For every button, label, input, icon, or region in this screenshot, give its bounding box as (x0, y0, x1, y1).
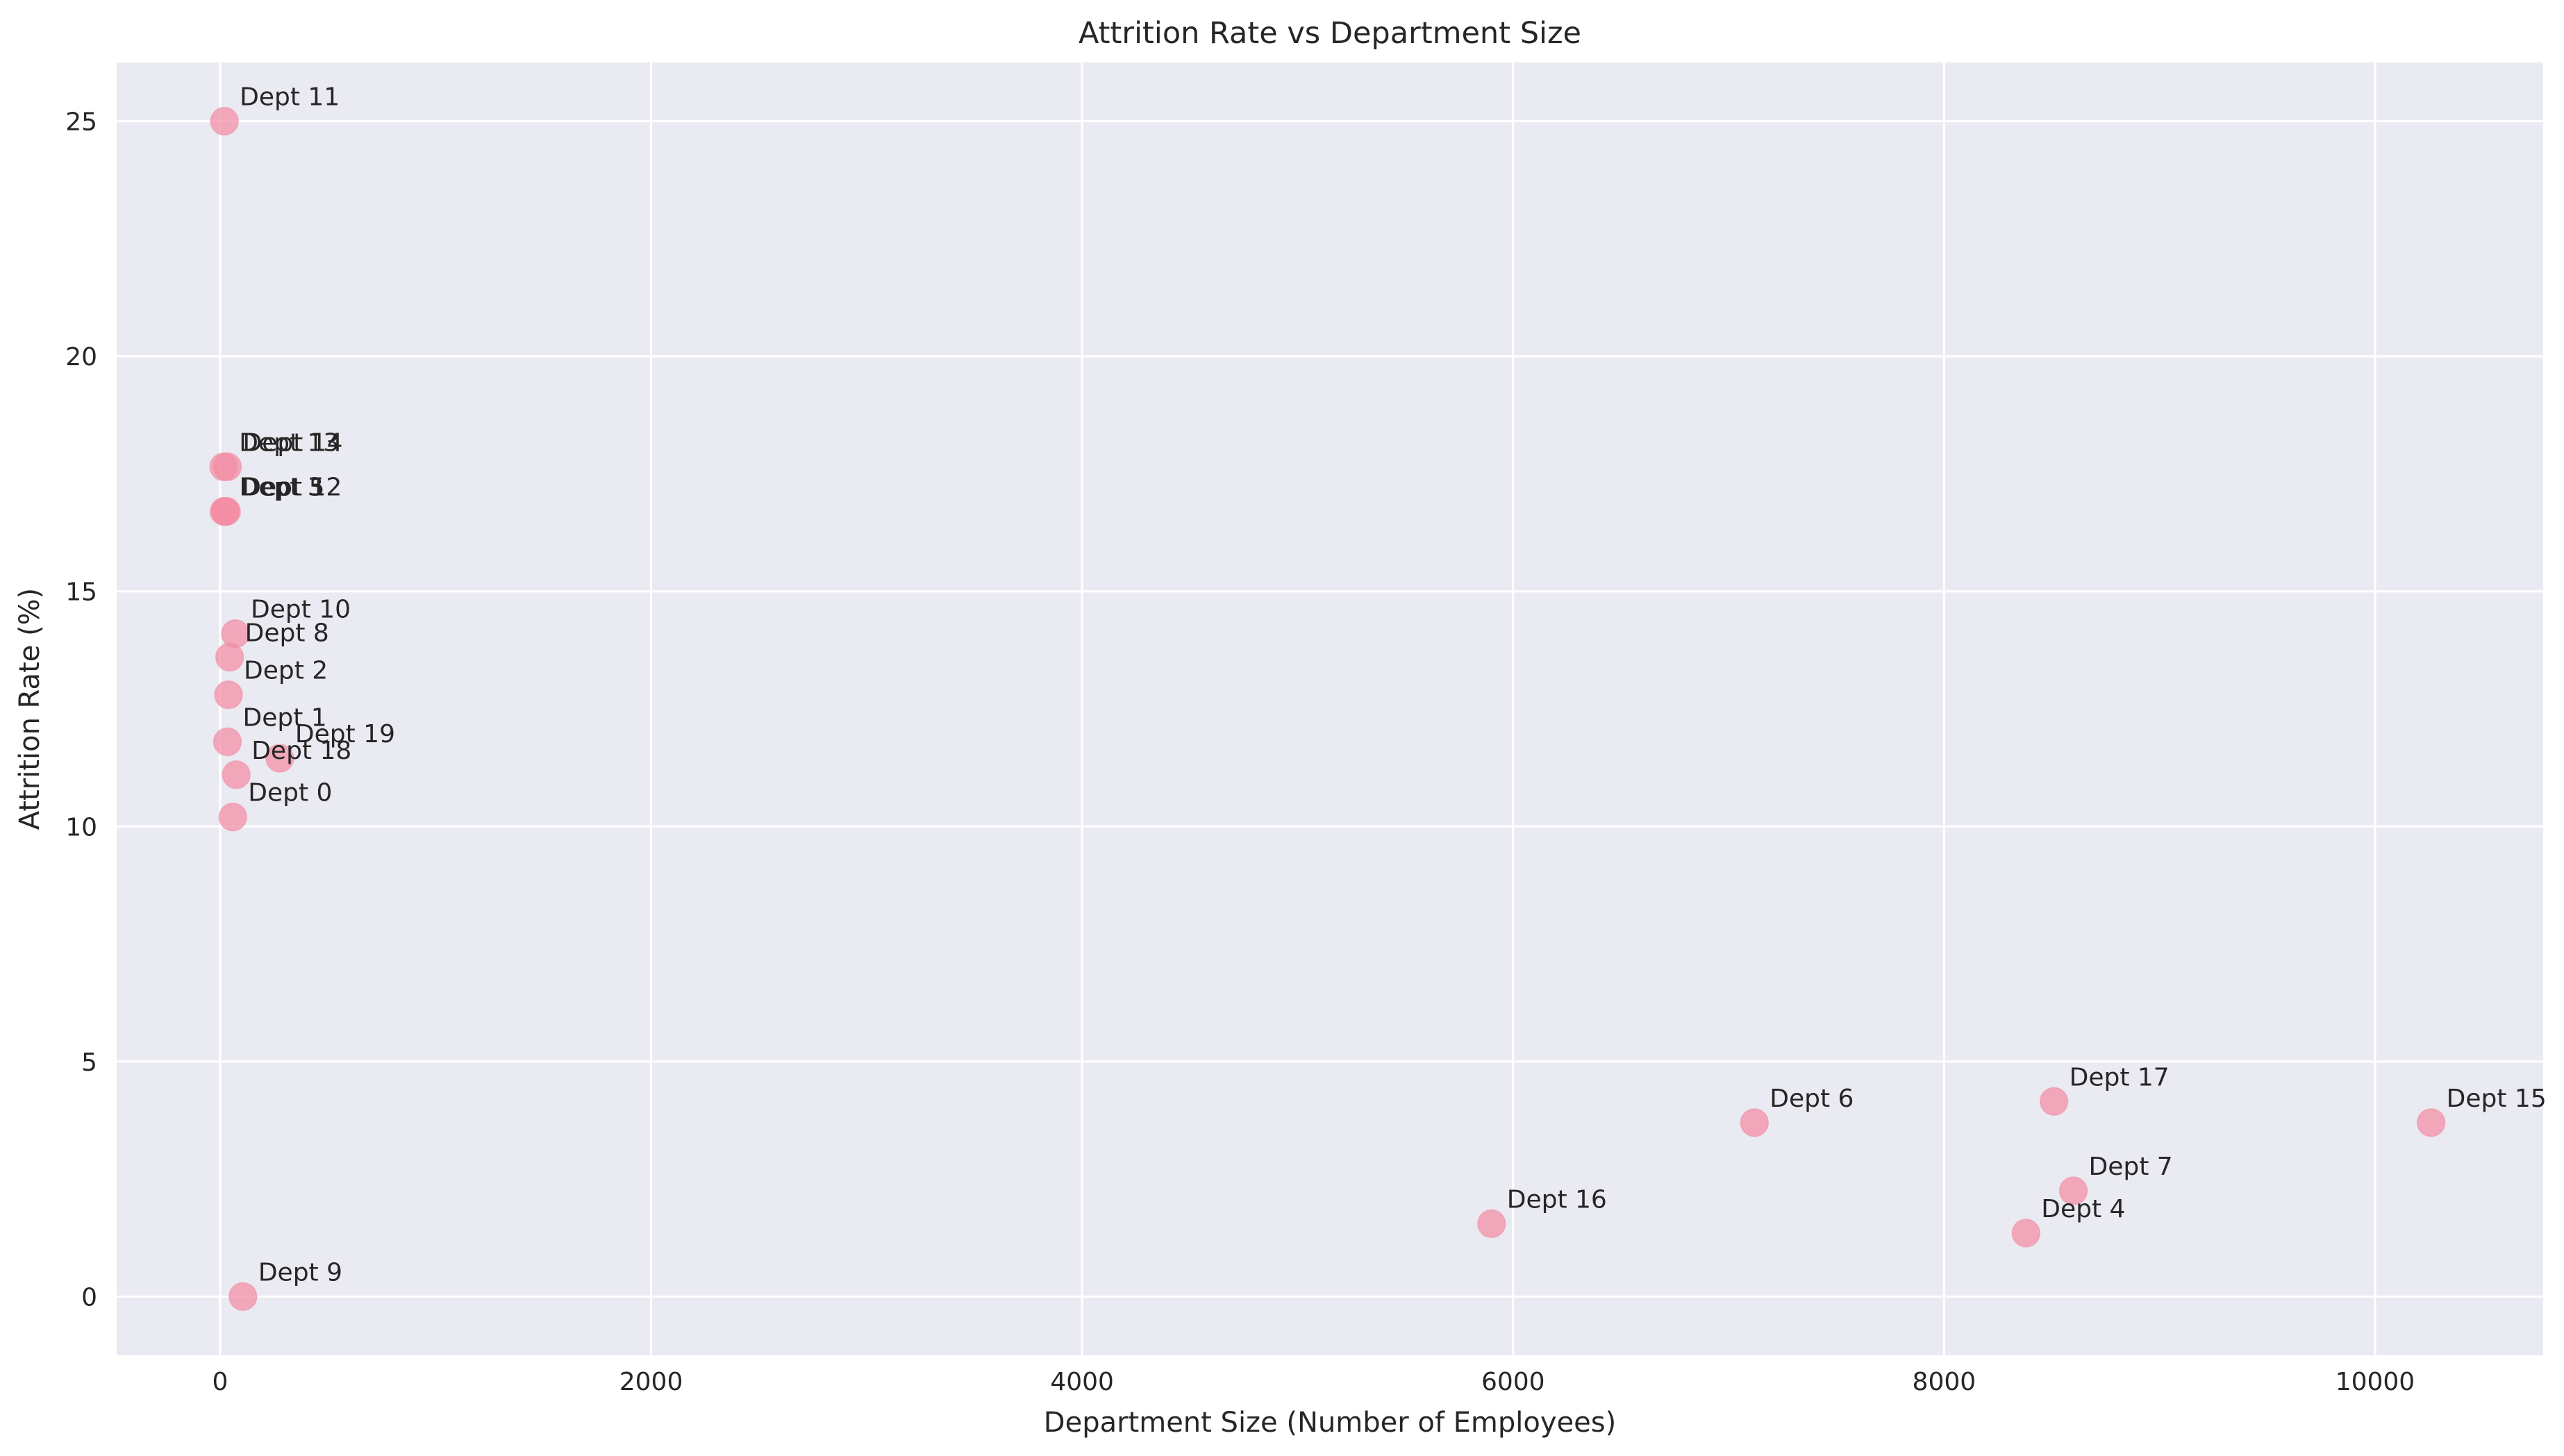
data-point (210, 106, 239, 136)
data-point-label: Dept 7 (2089, 1153, 2173, 1181)
data-point-label: Dept 6 (1770, 1085, 1854, 1113)
data-point (265, 744, 294, 773)
data-point-label: Dept 4 (2041, 1195, 2125, 1223)
data-point-label: Dept 14 (242, 428, 342, 457)
data-point (222, 760, 251, 789)
data-point (221, 619, 250, 648)
data-point-label: Dept 15 (2447, 1085, 2547, 1113)
data-point (213, 727, 242, 757)
x-tick-label: 6000 (1481, 1368, 1545, 1396)
data-point-label: Dept 8 (245, 619, 329, 648)
data-point (2416, 1108, 2446, 1137)
grid (117, 62, 2543, 1355)
data-point-label: Dept 10 (251, 596, 351, 624)
data-point (218, 802, 248, 832)
data-points (209, 106, 2446, 1312)
data-point (2058, 1176, 2088, 1205)
data-point-label: Dept 13 (239, 428, 339, 457)
data-point-label: Dept 11 (240, 83, 340, 112)
y-tick-label: 25 (65, 108, 97, 137)
x-tick-label: 0 (212, 1368, 228, 1396)
data-point (2039, 1087, 2069, 1116)
x-tick-label: 10000 (2336, 1368, 2415, 1396)
data-point-label: Dept 18 (251, 737, 351, 765)
y-tick-label: 10 (65, 813, 97, 842)
data-point-label: Dept 2 (244, 657, 328, 685)
y-tick-label: 5 (81, 1048, 97, 1077)
data-point-label: Dept 5 (240, 474, 324, 502)
data-point-label: Dept 9 (258, 1258, 342, 1287)
x-axis-label: Department Size (Number of Employees) (1044, 1407, 1616, 1439)
x-tick-label: 8000 (1913, 1368, 1976, 1396)
data-point (212, 496, 242, 526)
y-tick-labels: 0 5 10 15 20 25 (65, 108, 97, 1312)
data-point-label: Dept 17 (2070, 1063, 2170, 1091)
x-tick-label: 4000 (1050, 1368, 1114, 1396)
y-tick-label: 0 (81, 1283, 97, 1312)
y-tick-label: 20 (65, 343, 97, 371)
data-point (1740, 1108, 1770, 1137)
chart-title: Attrition Rate vs Department Size (1079, 16, 1581, 51)
x-tick-label: 2000 (619, 1368, 683, 1396)
data-point (228, 1282, 258, 1312)
data-point (1476, 1209, 1506, 1239)
data-point-label: Dept 3 (240, 474, 324, 502)
data-point (214, 680, 243, 710)
data-point-label: Dept 19 (295, 720, 395, 748)
data-point-label: Dept 12 (242, 474, 342, 502)
data-point (2011, 1219, 2041, 1248)
data-point-label: Dept 16 (1507, 1185, 1607, 1214)
y-tick-label: 15 (65, 578, 97, 607)
data-point-label: Dept 1 (242, 703, 326, 732)
data-point (213, 452, 242, 482)
plot-area (117, 62, 2543, 1355)
x-tick-labels: 0 2000 4000 6000 8000 10000 (212, 1368, 2415, 1396)
y-axis-label: Attrition Rate (%) (14, 588, 46, 830)
data-point-label: Dept 0 (248, 779, 332, 808)
